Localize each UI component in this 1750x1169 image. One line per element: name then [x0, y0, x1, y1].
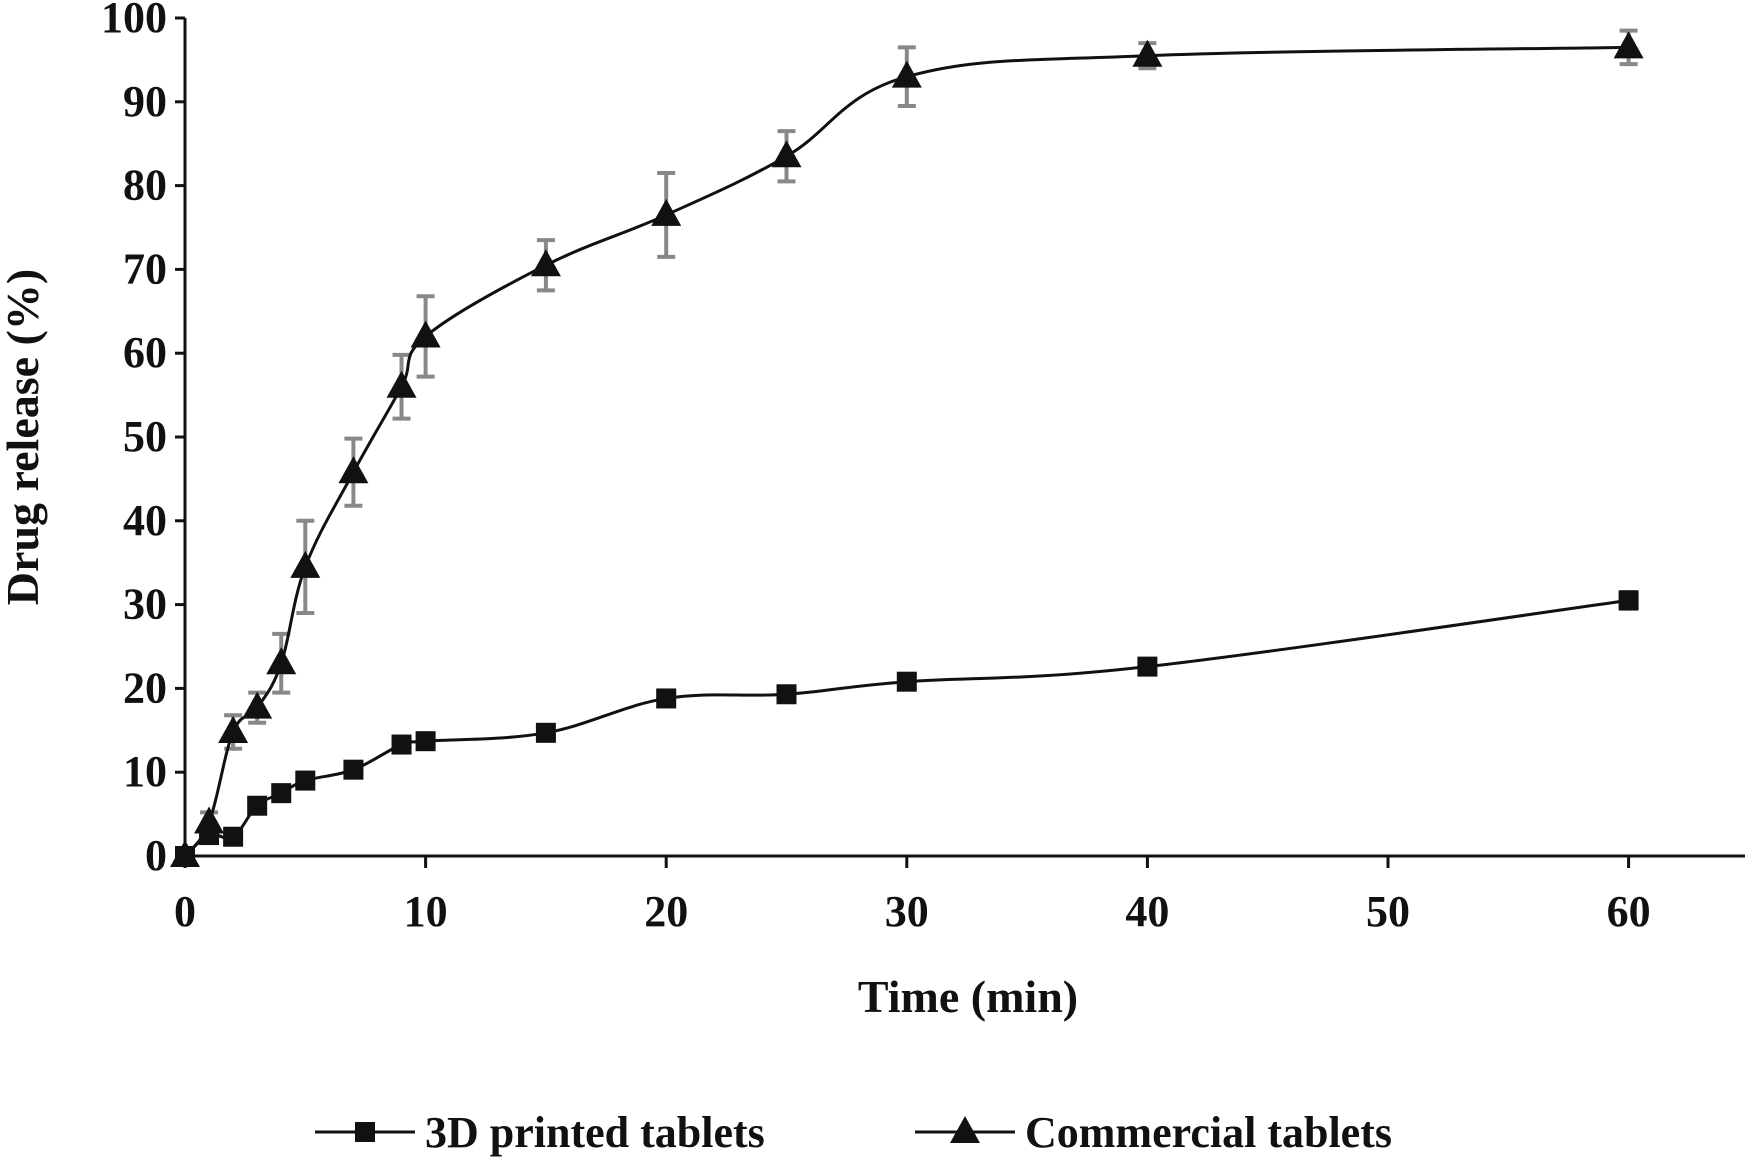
x-axis-title: Time (min): [858, 971, 1078, 1022]
data-point-square: [535, 722, 556, 743]
data-point-triangle: [651, 198, 682, 226]
data-point-square: [391, 734, 412, 755]
x-tick-label: 0: [174, 887, 196, 936]
legend-marker-square: [355, 1122, 375, 1142]
series-markers: [170, 31, 1644, 867]
axes: 0 10 20 30 40 50 60 70 80 90 100 0 10 20 30 40 50 60: [101, 0, 1745, 936]
data-point-square: [1618, 590, 1639, 611]
data-point-square: [656, 688, 677, 709]
data-point-triangle: [170, 840, 200, 867]
x-tick-label: 10: [404, 887, 448, 936]
x-tick-label: 20: [644, 887, 688, 936]
legend-marker-triangle: [950, 1116, 980, 1143]
data-point-triangle: [242, 691, 273, 719]
y-tick-label: 40: [123, 496, 167, 545]
data-point-square: [1137, 656, 1158, 677]
data-point-triangle: [771, 140, 802, 168]
y-tick-label: 30: [123, 580, 167, 629]
data-point-triangle: [410, 320, 441, 348]
data-point-square: [415, 731, 436, 752]
data-point-square: [295, 770, 316, 791]
x-tick-label: 50: [1366, 887, 1410, 936]
data-point-square: [896, 671, 917, 692]
data-point-triangle: [338, 456, 369, 484]
y-tick-label: 90: [123, 77, 167, 126]
data-point-square: [776, 684, 797, 705]
data-point-square: [271, 783, 292, 804]
y-axis-title: Drug release (%): [0, 269, 48, 605]
y-tick-label: 70: [123, 244, 167, 293]
data-point-triangle: [266, 647, 297, 675]
data-point-triangle: [194, 806, 225, 834]
data-point-triangle: [1613, 31, 1644, 59]
x-tick-label: 40: [1125, 887, 1169, 936]
y-tick-label: 0: [145, 831, 167, 880]
data-point-triangle: [218, 715, 249, 743]
data-point-square: [247, 795, 268, 816]
y-tick-label: 100: [101, 0, 167, 42]
data-point-square: [223, 826, 244, 847]
data-point-square: [343, 759, 364, 780]
data-point-triangle: [530, 249, 561, 277]
data-point-triangle: [891, 60, 922, 88]
data-point-triangle: [386, 370, 417, 398]
y-tick-label: 10: [123, 747, 167, 796]
legend: 3D printed tablets Commercial tablets: [315, 1108, 1392, 1157]
x-tick-label: 60: [1607, 887, 1651, 936]
error-bars: [200, 28, 1638, 843]
y-tick-label: 50: [123, 412, 167, 461]
y-tick-label: 20: [123, 663, 167, 712]
legend-label: Commercial tablets: [1025, 1108, 1392, 1157]
data-point-triangle: [1132, 39, 1163, 67]
x-tick-label: 30: [885, 887, 929, 936]
legend-label: 3D printed tablets: [425, 1108, 765, 1157]
data-point-triangle: [290, 550, 321, 578]
y-tick-label: 80: [123, 161, 167, 210]
y-tick-label: 60: [123, 328, 167, 377]
series-line-0: [183, 598, 1629, 858]
